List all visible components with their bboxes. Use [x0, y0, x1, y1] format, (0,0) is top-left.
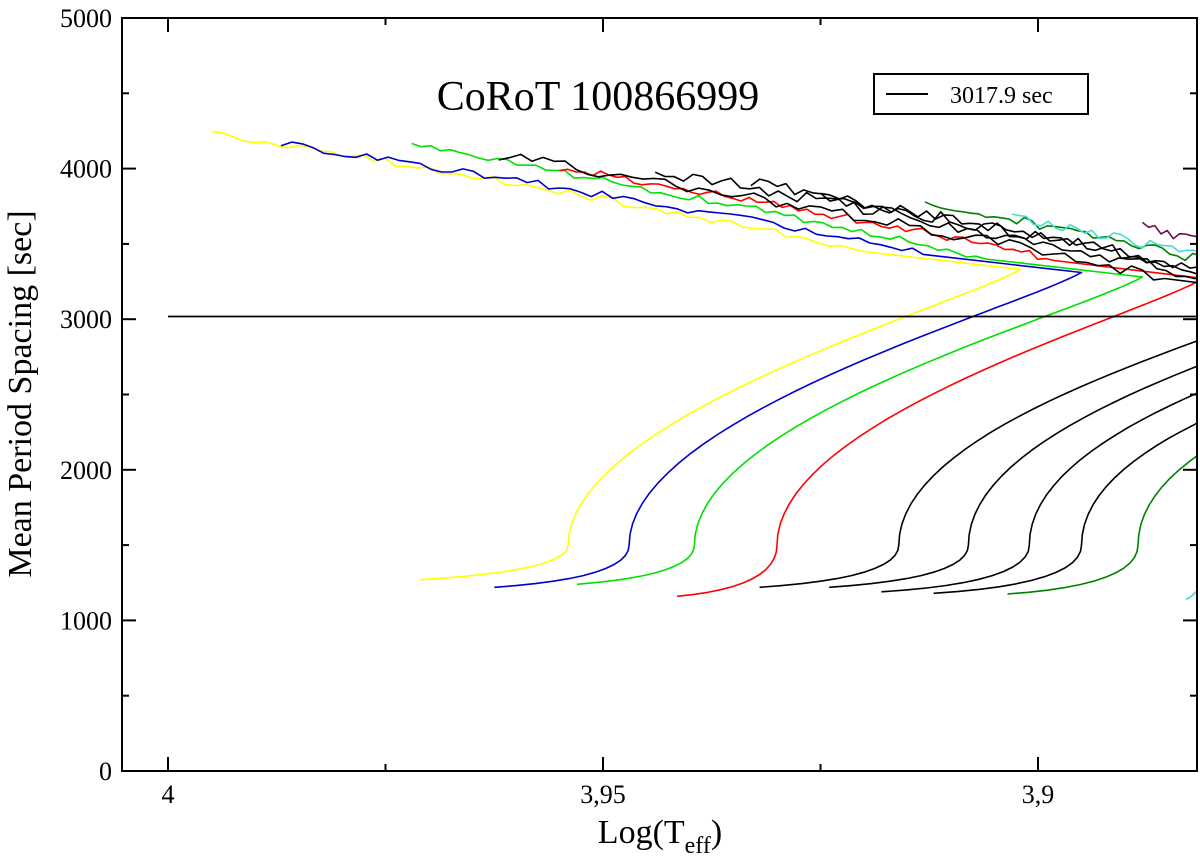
track-line-9 — [924, 201, 1197, 595]
legend: 3017.9 sec — [873, 73, 1089, 115]
track-line-2 — [280, 141, 1083, 589]
track-line-1 — [211, 130, 1022, 581]
y-axis: 0 1000 2000 3000 4000 5000 — [60, 4, 1197, 786]
track-line-8 — [820, 192, 1197, 595]
track-line-10 — [1011, 213, 1197, 601]
track-line-3 — [411, 142, 1144, 586]
x-axis-label-close: ) — [711, 814, 722, 851]
y-tick-label-0: 0 — [99, 757, 112, 786]
y-tick-label-3000: 3000 — [60, 305, 112, 334]
y-tick-label-1000: 1000 — [60, 606, 112, 635]
track-lines — [211, 130, 1197, 601]
x-axis-label: Log(Teff) — [598, 814, 722, 859]
x-axis-label-subscript: eff — [685, 833, 711, 859]
legend-label: 3017.9 sec — [950, 83, 1053, 109]
plot-frame — [121, 17, 1198, 772]
x-axis-label-main: Log(T — [598, 814, 685, 851]
chart-title: CoRoT 100866999 — [437, 74, 759, 120]
x-tick-label-2: 3,9 — [1022, 780, 1055, 809]
track-line-7 — [750, 178, 1197, 593]
track-line-5 — [498, 153, 1197, 589]
x-tick-label-1: 3,95 — [580, 780, 626, 809]
y-tick-label-4000: 4000 — [60, 155, 112, 184]
y-axis-label: Mean Period Spacing [sec] — [2, 210, 39, 577]
track-line-4 — [559, 168, 1197, 598]
y-tick-label-2000: 2000 — [60, 456, 112, 485]
x-tick-label-0: 4 — [162, 780, 175, 809]
y-tick-label-5000: 5000 — [60, 4, 112, 33]
x-axis: 43,953,93,853,8 — [162, 18, 1055, 809]
